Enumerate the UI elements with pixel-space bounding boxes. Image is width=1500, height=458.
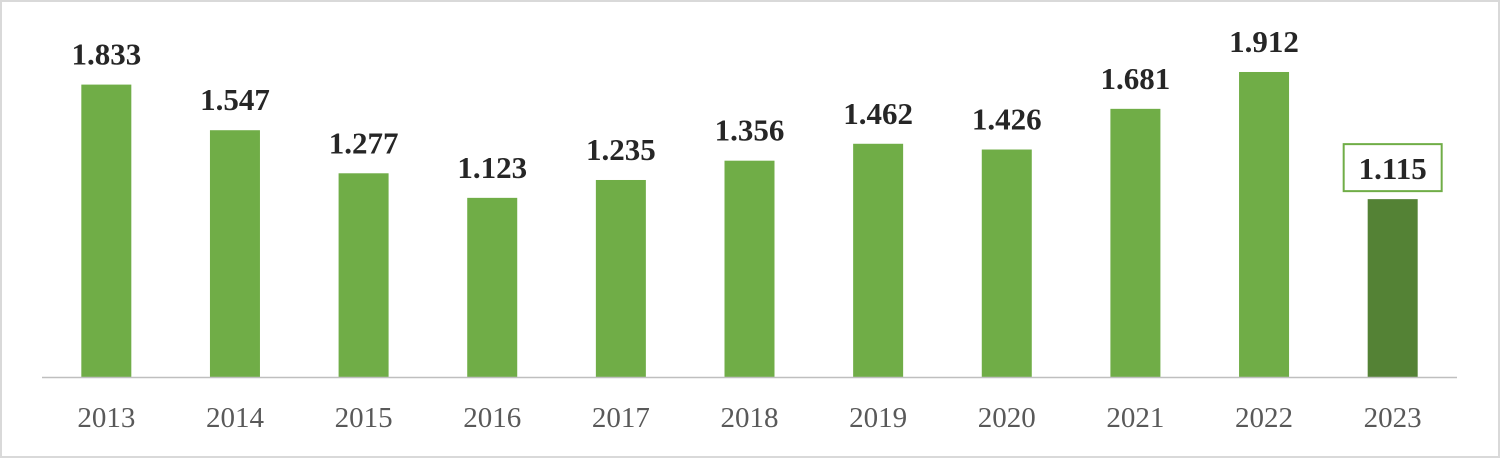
bar-2022: [1239, 71, 1290, 377]
x-tick-label-2020: 2020: [978, 402, 1036, 434]
value-label-2023: 1.115: [1359, 151, 1427, 186]
bar-2014: [209, 130, 260, 377]
value-label-2014: 1.547: [200, 82, 270, 117]
value-label-2018: 1.356: [715, 113, 785, 148]
bar-2023: [1367, 199, 1418, 377]
x-tick-label-2015: 2015: [335, 402, 393, 434]
value-label-2013: 1.833: [71, 37, 141, 72]
x-tick-label-2014: 2014: [206, 402, 265, 434]
x-tick-label-2013: 2013: [77, 402, 135, 434]
value-label-box-2023: [1342, 143, 1443, 193]
bar-2013: [81, 84, 132, 377]
value-label-2022: 1.912: [1229, 24, 1299, 59]
value-label-2020: 1.426: [972, 102, 1042, 137]
x-tick-label-2021: 2021: [1106, 402, 1164, 434]
x-tick-label-2019: 2019: [849, 402, 907, 434]
value-label-2017: 1.235: [586, 132, 656, 167]
x-tick-labels-group: 2013 2014 2015 2016 2017 2018 2019 2020 2021 2022…: [77, 402, 1421, 434]
value-label-2021: 1.681: [1101, 61, 1171, 96]
bar-2015: [338, 173, 389, 377]
value-label-2015: 1.277: [329, 125, 399, 160]
bar-2018: [724, 160, 775, 377]
bar-2020: [981, 149, 1032, 377]
bar-2016: [467, 197, 518, 377]
x-tick-label-2017: 2017: [592, 402, 650, 434]
value-label-2019: 1.462: [843, 96, 913, 131]
bars-group: [81, 71, 1418, 377]
x-tick-label-2018: 2018: [721, 402, 779, 434]
x-tick-label-2023: 2023: [1364, 402, 1422, 434]
bar-2017: [595, 179, 646, 377]
bar-2019: [853, 143, 904, 377]
x-tick-label-2016: 2016: [463, 402, 521, 434]
x-tick-label-2022: 2022: [1235, 402, 1293, 434]
value-label-2016: 1.123: [457, 150, 527, 185]
bar-2021: [1110, 108, 1161, 377]
value-labels-group: 1.833 1.547 1.277 1.123 1.235 1.356 1.462 1.426…: [71, 24, 1443, 193]
